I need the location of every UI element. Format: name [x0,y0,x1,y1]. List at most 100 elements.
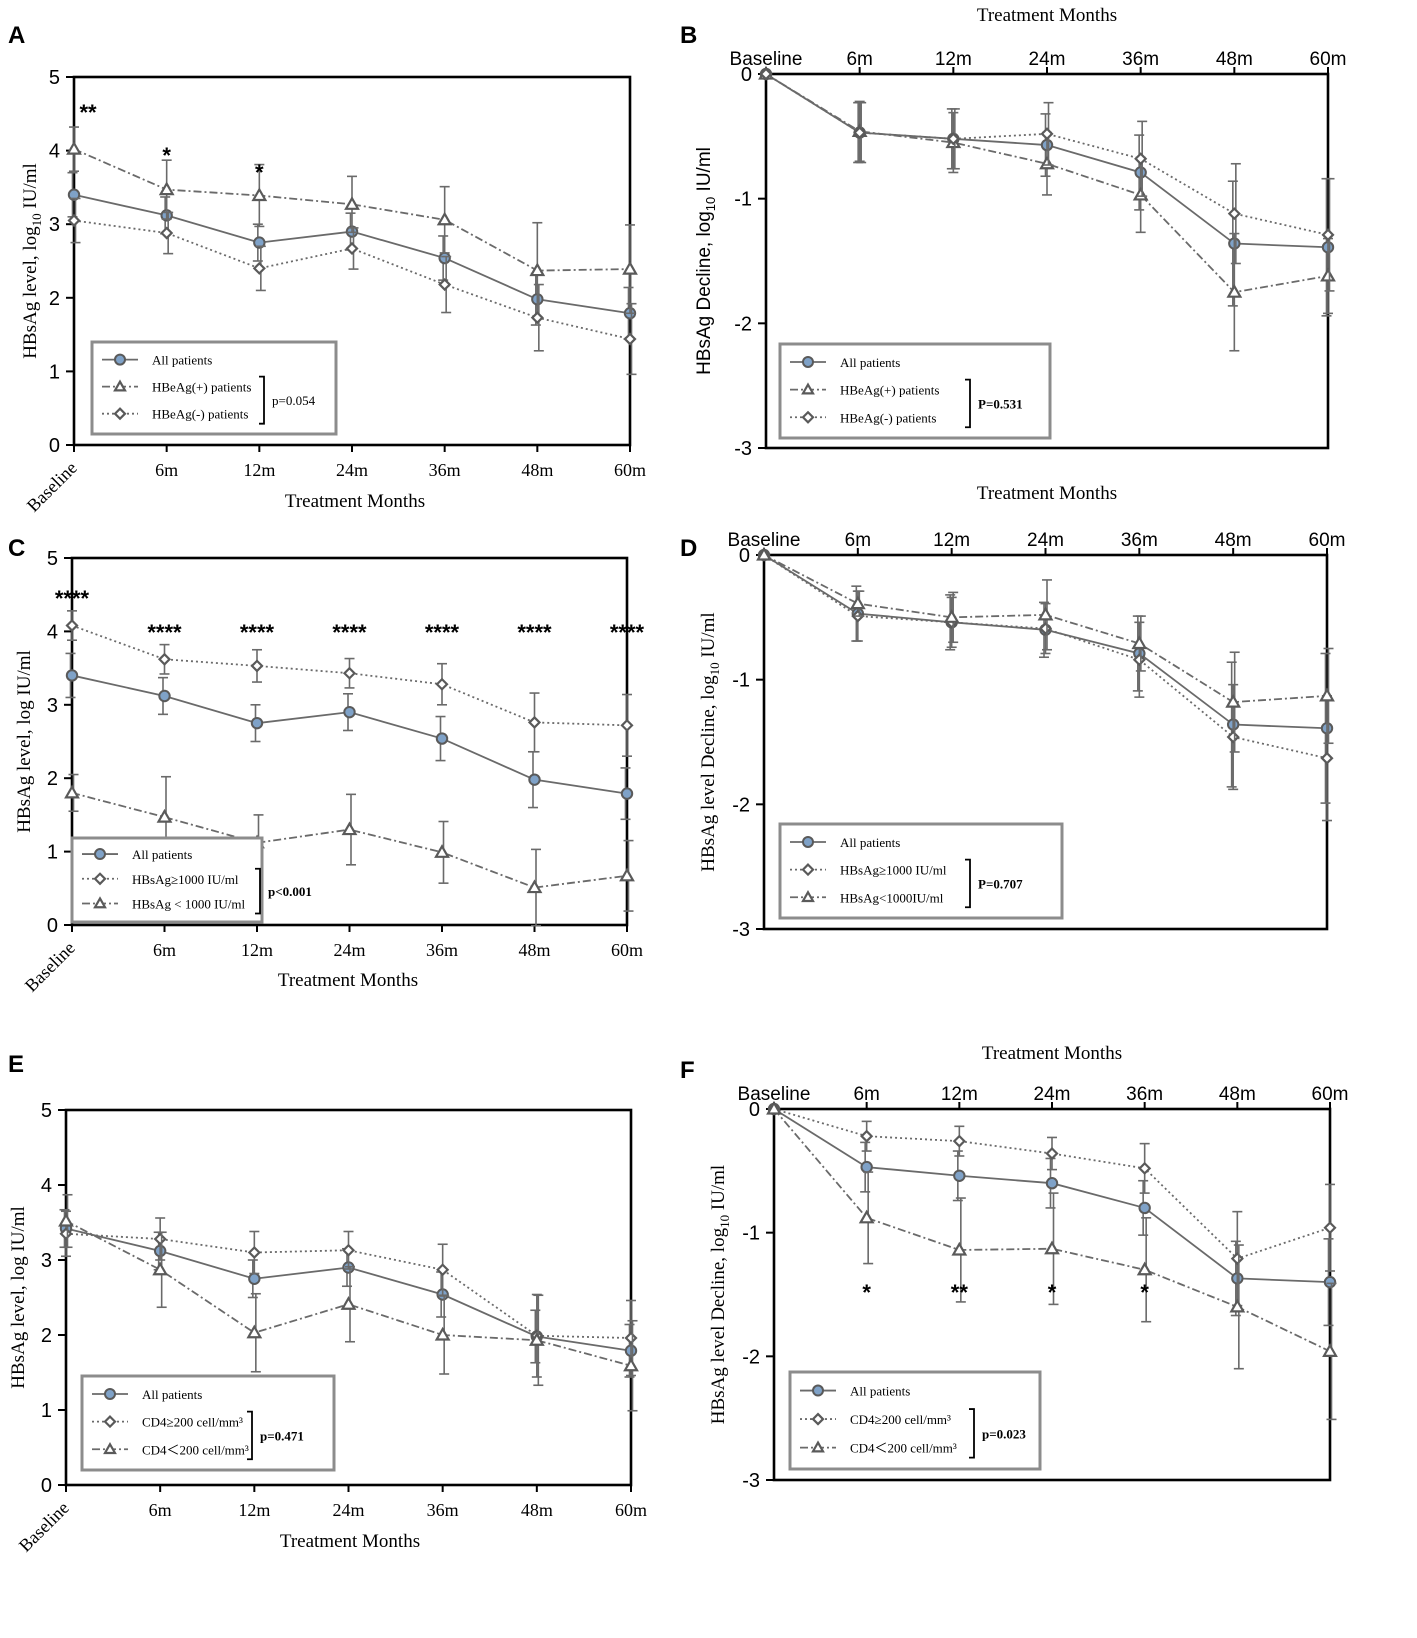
data-point [1037,606,1054,621]
data-point [436,211,453,226]
y-axis-title-main: HBsAg level Decline, log [698,675,719,872]
significance-mark: **** [610,620,645,645]
data-point [1319,687,1335,702]
data-point [59,1227,73,1241]
y-tick-label: 3 [41,1250,52,1272]
x-tick-label: 6m [845,530,871,551]
data-point [951,1241,968,1256]
data-point [344,196,360,210]
legend-box [80,1374,336,1472]
data-point [1045,1146,1059,1161]
x-tick-label: 12m [935,49,972,70]
legend-marker [94,848,106,861]
y-tick-label: 5 [47,548,58,570]
legend-bracket [965,378,971,429]
series-1 [59,1210,638,1378]
significance-mark: **** [332,620,367,645]
data-point [756,546,772,561]
y-axis-title: HBsAg level Decline, log10 IU/ml [698,612,722,871]
y-tick-label: 3 [49,214,60,236]
data-point [528,773,541,786]
legend-bracket [259,375,265,425]
data-point [526,879,543,894]
data-point [341,821,358,836]
data-point [341,1243,356,1257]
data-point [342,666,357,680]
data-point [247,1245,261,1260]
legend-marker [113,379,127,392]
y-tick-label: -2 [742,1346,760,1368]
significance-mark: ** [79,100,97,125]
y-axis-title: HBsAg level Decline, log10 IU/ml [708,1165,732,1424]
legend-marker [114,353,126,366]
data-point [1229,1298,1246,1313]
data-point [1040,127,1054,141]
panel-letter: E [8,1051,24,1078]
y-tick-label: 5 [41,1100,52,1122]
data-point [766,1100,782,1115]
legend-label: HBsAg<1000IU/ml [840,890,944,905]
data-point [252,261,266,275]
data-point [1321,228,1335,242]
x-tick-label: 36m [1121,530,1158,551]
x-tick-label: 36m [1126,1084,1163,1105]
y-axis-title-sub: 10 [29,213,44,226]
legend: All patients HBeAg(+) patients HBeAg(-) pa… [778,342,1052,440]
data-point [1225,693,1242,708]
data-point [1323,1221,1337,1235]
data-point [434,1326,451,1341]
x-tick-label: 6m [853,1084,879,1105]
x-tick-label: 36m [426,940,458,960]
data-point [246,1324,263,1339]
legend-marker [104,1387,116,1400]
y-tick-label: -3 [734,438,752,460]
data-point [253,236,266,249]
y-tick-label: 0 [41,1475,52,1497]
x-tick-label: 6m [149,1500,172,1520]
data-point [64,784,80,799]
data-point [434,844,450,858]
panel-letter: D [680,535,697,562]
data-point [1038,621,1053,636]
data-point [530,311,544,325]
legend-marker [811,1412,825,1426]
data-point [1226,283,1243,298]
data-point [250,716,264,730]
data-point [943,609,960,623]
data-point [435,677,449,691]
data-point [438,277,452,292]
panel-A: A 0 1 2 3 4 5 Baseline 6m 12m 24m 36m 48m 60m Treatmen… [8,22,646,516]
legend-label: CD4≥200 cell/mm³ [850,1412,951,1427]
legend: All patients HBsAg≥1000 IU/ml HBsAg < 1000… [70,836,312,924]
data-point [1230,1252,1244,1266]
x-tick-label: 60m [1309,530,1346,551]
legend-label: All patients [152,353,212,368]
data-point [1132,186,1149,201]
panel-letter: F [680,1057,695,1084]
x-axis-title: Treatment Months [982,1043,1122,1064]
x-tick-label: 48m [518,940,550,960]
x-tick-label: 6m [153,940,176,960]
legend-marker [801,382,815,395]
x-tick-label: Baseline [21,938,79,996]
data-point [1131,635,1148,650]
y-tick-label: -3 [742,1470,760,1492]
y-tick-label: 0 [49,435,60,457]
legend-marker [801,410,815,424]
x-axis-title: Treatment Months [977,5,1117,26]
p-value: p=0.471 [260,1428,304,1443]
y-tick-label: 2 [47,768,58,790]
data-point [953,1169,966,1182]
y-axis-title-sub: 10 [717,1215,732,1228]
legend-label: CD4＜200 cell/mm³ [142,1442,249,1457]
legend-label: HBeAg(+) patients [840,383,939,398]
significance-mark: * [1140,1280,1149,1305]
panel-letter: C [8,535,25,562]
y-axis-title-rest: IU/ml [698,612,719,662]
significance-mark: ** [951,1280,969,1305]
data-point [340,1296,357,1310]
legend-label: All patients [840,835,900,850]
data-point [1136,1261,1153,1276]
data-point [343,705,356,719]
